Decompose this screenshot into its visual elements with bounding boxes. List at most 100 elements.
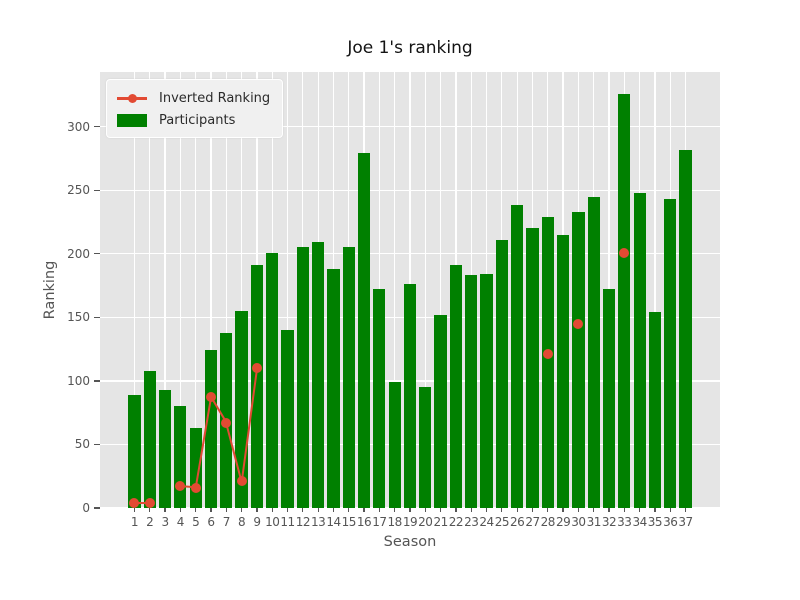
x-tick-label: 23 [464,515,479,529]
bar-season-36 [664,199,677,508]
x-tick-label: 22 [448,515,464,529]
gridline-vertical [394,72,396,508]
y-tick-label: 50 [74,437,90,452]
x-tick-label: 25 [494,515,510,529]
bar-season-25 [495,239,508,508]
bar-season-11 [281,330,294,508]
line-marker-season-7 [221,417,232,428]
y-tick [94,507,100,509]
legend-dot-icon [127,93,137,103]
bar-season-33 [618,93,631,508]
bar-season-34 [633,192,646,508]
x-tick [378,508,380,512]
x-tick [608,508,610,512]
line-marker-season-28 [542,349,553,360]
line-segment [134,501,150,505]
bar-season-18 [388,382,401,508]
x-tick-label: 34 [632,515,647,529]
x-tick [164,508,166,512]
x-tick-label: 14 [326,515,341,529]
bar-season-30 [572,211,585,508]
x-tick-label: 37 [678,515,693,529]
legend: Inverted Ranking Participants [106,79,283,138]
plot-area [100,72,720,509]
bar-season-29 [556,234,570,508]
gridline-vertical [440,72,442,508]
x-tick [210,508,212,512]
y-tick-label: 250 [67,183,90,198]
y-tick [94,189,100,191]
bar-season-31 [587,196,600,508]
x-tick [394,508,396,512]
bar-season-26 [511,205,524,508]
gridline-vertical [149,72,151,508]
gridline-vertical [164,72,166,508]
x-tick-label: 13 [311,515,326,529]
x-tick [485,508,488,512]
x-tick [669,508,671,512]
x-tick-label: 21 [433,515,448,529]
bar-season-9 [250,265,264,508]
x-tick-label: 26 [510,515,525,529]
gridline-vertical [195,72,197,508]
x-tick [639,508,641,512]
x-tick [470,508,472,512]
x-tick [149,508,151,512]
x-tick-label: 18 [387,515,403,529]
x-tick-label: 9 [253,515,261,529]
x-tick [409,508,411,512]
x-tick-label: 36 [663,515,678,529]
x-tick-label: 35 [647,515,663,529]
x-tick [302,508,304,512]
x-tick [516,508,518,512]
bar-season-19 [403,284,417,508]
line-marker-season-1 [129,497,140,508]
legend-swatch-icon [117,114,147,127]
y-tick [94,443,100,446]
x-tick [577,508,579,512]
legend-label-inverted-ranking: Inverted Ranking [159,90,271,106]
legend-label-participants: Participants [159,112,236,128]
y-tick-label: 100 [67,373,90,388]
gridline-vertical [241,72,243,508]
gridline-vertical [179,72,181,508]
x-tick [195,508,197,512]
bar-season-10 [266,252,279,508]
x-tick-label: 16 [356,515,372,529]
x-tick [348,508,350,512]
x-tick-label: 24 [479,515,494,529]
y-tick [94,316,100,319]
x-tick-label: 2 [146,515,154,529]
x-tick [501,508,503,512]
line-marker-season-2 [144,497,155,508]
chart-title: Joe 1's ranking [347,38,473,58]
x-tick-label: 19 [402,515,418,529]
line-marker-season-8 [236,476,247,487]
x-tick-label: 17 [372,515,387,529]
gridline-vertical [133,72,136,508]
x-tick-label: 33 [617,515,632,529]
x-tick [455,508,457,512]
legend-line-marker-icon [117,91,147,105]
y-tick [94,125,100,128]
x-tick [593,508,595,512]
line-marker-season-9 [251,363,262,374]
x-tick [562,508,564,512]
x-tick [623,508,625,512]
bar-season-32 [602,289,616,508]
bar-season-37 [679,149,692,508]
line-marker-season-30 [573,318,584,329]
x-tick [363,508,365,512]
bar-season-15 [342,247,355,508]
y-tick-label: 300 [67,119,90,134]
x-tick [256,508,258,512]
gridline-vertical [210,72,212,508]
x-tick-label: 20 [418,515,433,529]
line-marker-season-5 [190,482,201,493]
x-tick [225,508,227,512]
x-tick [547,508,549,512]
x-tick [286,508,289,512]
x-tick-label: 10 [265,515,280,529]
bar-season-28 [541,216,554,508]
x-tick-label: 31 [586,515,602,529]
